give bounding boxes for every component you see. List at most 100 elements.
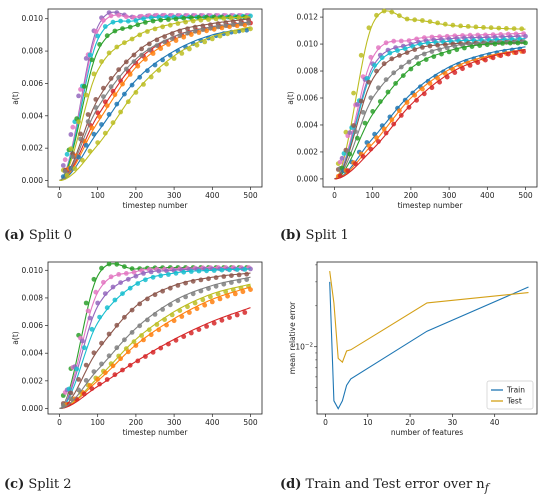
series-point: [406, 38, 412, 43]
series-point: [139, 46, 145, 52]
series-point: [83, 92, 89, 98]
series-point: [97, 314, 102, 320]
series-point: [80, 338, 85, 344]
x-tick-label: 400: [205, 191, 220, 200]
x-tick-label: 300: [167, 418, 182, 427]
series-point: [483, 57, 488, 63]
series-point: [173, 38, 179, 43]
series-point: [97, 381, 102, 387]
series-point: [112, 92, 118, 98]
x-tick-label: 500: [243, 418, 258, 427]
series-point: [145, 29, 150, 34]
series-point: [122, 40, 127, 46]
series-point: [127, 285, 133, 291]
series-point: [135, 63, 141, 69]
series-point: [72, 166, 78, 172]
series-point: [143, 20, 148, 25]
series-point: [83, 300, 89, 306]
series-point: [404, 16, 410, 22]
series-point: [381, 61, 387, 67]
series-point: [370, 109, 376, 114]
series-point: [78, 136, 83, 142]
legend-box: [486, 380, 534, 410]
series-point: [87, 52, 93, 58]
series-point: [347, 151, 353, 157]
series-point: [64, 151, 70, 157]
series-point: [171, 56, 177, 61]
x-tick-label: 500: [243, 191, 258, 200]
series-point: [123, 14, 129, 20]
series-point: [173, 270, 179, 276]
series-point: [125, 349, 131, 355]
series-point: [236, 278, 242, 284]
series-point: [372, 62, 377, 68]
series-point: [118, 18, 123, 24]
series-point: [112, 28, 118, 34]
series-point: [120, 291, 125, 296]
series-point: [347, 130, 353, 135]
series-point: [171, 318, 177, 324]
x-tick-label: 100: [366, 191, 381, 200]
series-point: [135, 22, 141, 28]
series-point: [213, 275, 219, 280]
series-point: [183, 280, 189, 286]
y-tick-label: 0.004: [22, 349, 44, 358]
series-point: [122, 264, 127, 269]
series-point: [408, 66, 414, 72]
series-point: [183, 294, 189, 300]
series-point: [83, 362, 89, 368]
series-point: [484, 42, 490, 48]
series-point: [76, 387, 81, 393]
series-point: [188, 330, 194, 336]
series-point: [404, 50, 410, 55]
series-point: [133, 343, 139, 348]
series-point: [166, 17, 171, 22]
series-point: [513, 50, 519, 56]
series-point: [146, 47, 152, 53]
series-point: [91, 369, 97, 374]
series-point: [429, 49, 435, 54]
series-point: [364, 76, 370, 81]
series-point: [99, 361, 104, 367]
series-point: [68, 132, 74, 137]
series-point: [240, 27, 246, 33]
series-point: [444, 45, 450, 51]
series-point: [87, 148, 93, 154]
series-point: [188, 269, 194, 274]
series-point: [185, 304, 190, 310]
series-point: [200, 297, 206, 303]
series-point: [80, 157, 85, 163]
series-point: [190, 278, 196, 284]
series-point: [118, 356, 123, 362]
series-point: [154, 43, 160, 48]
series-point: [104, 377, 110, 382]
series-point: [110, 284, 116, 290]
y-tick-label: 0.002: [22, 144, 44, 153]
series-point: [177, 28, 183, 34]
x-tick-label: 0: [332, 191, 337, 200]
series-point: [345, 168, 351, 174]
series-point: [129, 266, 135, 272]
series-point: [158, 345, 164, 351]
series-point: [145, 68, 150, 74]
x-tick-label: 40: [490, 418, 500, 427]
series-point: [234, 312, 240, 318]
series-point: [200, 27, 206, 33]
series-point: [141, 271, 146, 276]
series-line: [59, 307, 251, 410]
series-point: [244, 271, 250, 277]
series-point: [156, 268, 162, 274]
series-point: [366, 79, 372, 85]
series-line-test: [329, 271, 529, 364]
series-point: [219, 25, 225, 31]
series-point: [60, 403, 66, 408]
series-point: [376, 45, 381, 50]
series-point: [101, 85, 106, 91]
series-point: [101, 279, 106, 285]
series-point: [152, 312, 158, 317]
series-point: [204, 324, 210, 329]
series-point: [89, 125, 95, 131]
series-point: [383, 77, 389, 82]
y-axis-label: a(t): [11, 331, 20, 344]
series-point: [162, 34, 168, 39]
